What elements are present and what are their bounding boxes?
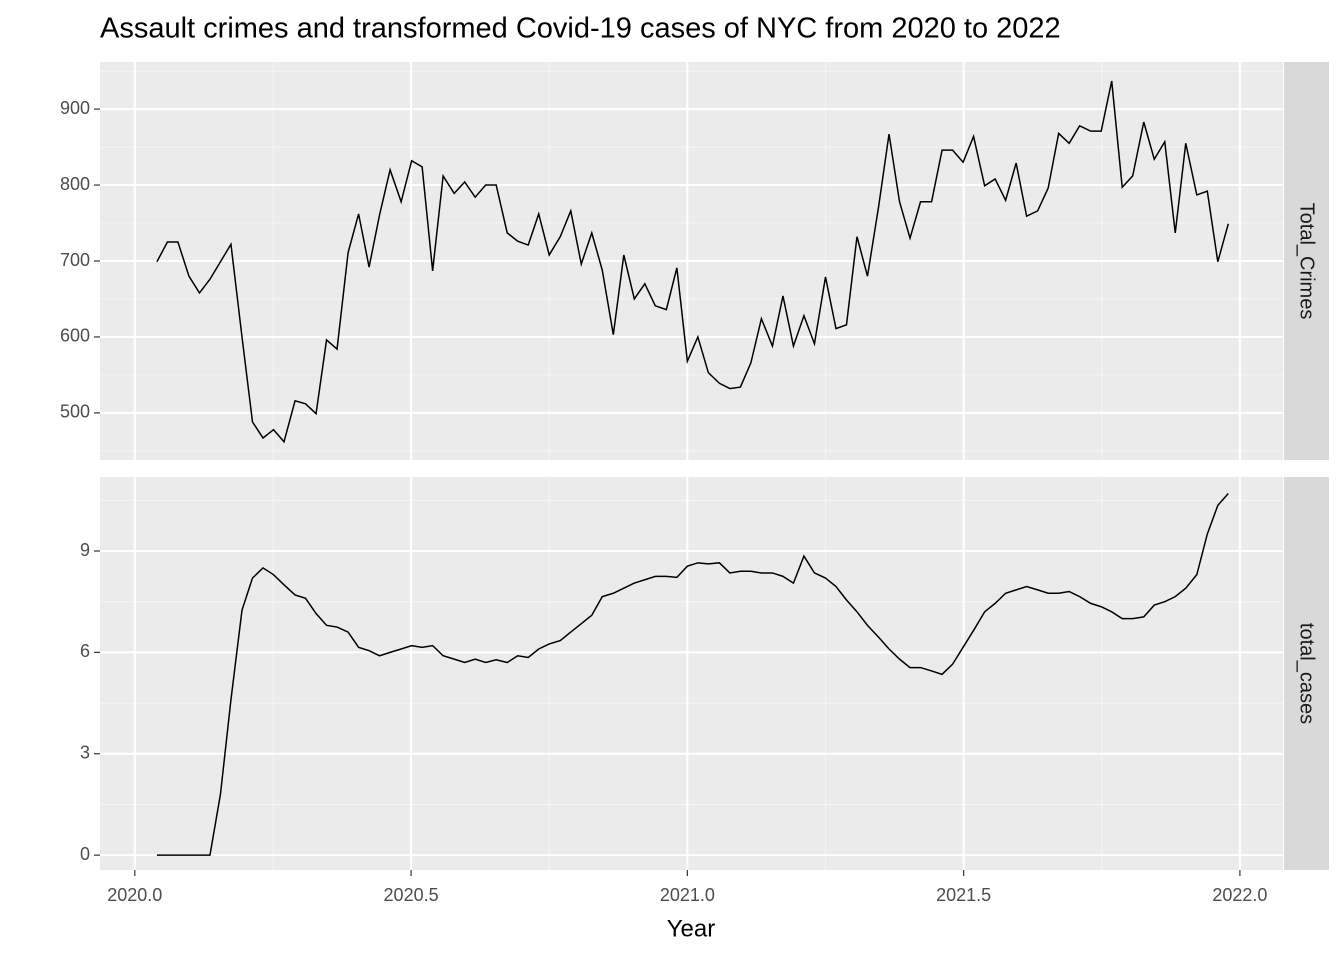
x-axis-label: Year xyxy=(667,915,716,942)
strip-background xyxy=(1284,62,1329,460)
x-tick-label: 2020.0 xyxy=(107,885,162,905)
x-tick-label: 2021.0 xyxy=(660,885,715,905)
y-tick-label: 0 xyxy=(80,844,90,864)
data-line xyxy=(156,493,1229,856)
y-tick-label: 700 xyxy=(60,250,90,270)
strip-label: total_cases xyxy=(1296,623,1318,724)
y-tick-label: 800 xyxy=(60,174,90,194)
x-tick-label: 2020.5 xyxy=(384,885,439,905)
y-tick-label: 600 xyxy=(60,326,90,346)
y-tick-label: 3 xyxy=(80,743,90,763)
y-tick-label: 9 xyxy=(80,540,90,560)
y-tick-label: 900 xyxy=(60,98,90,118)
chart-title: Assault crimes and transformed Covid-19 … xyxy=(100,13,1061,45)
y-tick-label: 500 xyxy=(60,402,90,422)
data-line xyxy=(156,80,1230,444)
x-tick-label: 2022.0 xyxy=(1212,885,1267,905)
strip-label: Total_Crimes xyxy=(1296,203,1318,320)
x-tick-label: 2021.5 xyxy=(936,885,991,905)
y-tick-label: 6 xyxy=(80,641,90,661)
panel-background xyxy=(100,477,1283,870)
strip-background xyxy=(1284,477,1329,870)
